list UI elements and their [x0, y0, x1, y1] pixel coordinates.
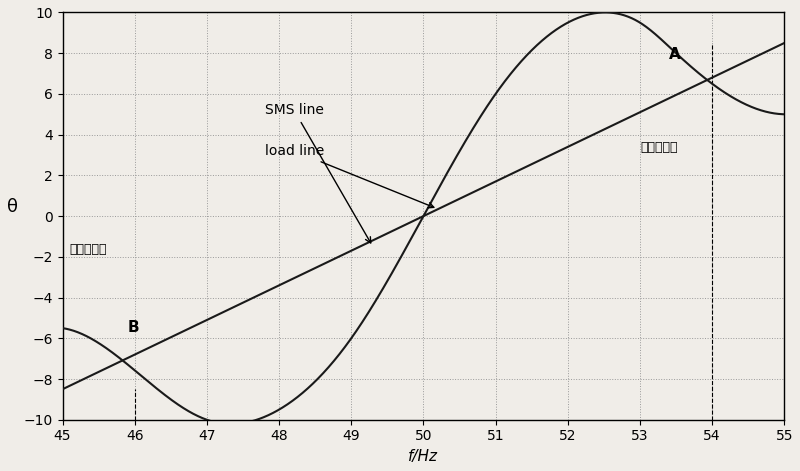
- Text: A: A: [669, 47, 681, 62]
- Text: SMS line: SMS line: [265, 103, 370, 243]
- Text: B: B: [127, 320, 139, 335]
- Text: 平衡工作点: 平衡工作点: [640, 141, 678, 154]
- Y-axis label: θ: θ: [7, 198, 18, 216]
- Text: load line: load line: [265, 144, 434, 208]
- Text: 平衡工作点: 平衡工作点: [70, 243, 107, 256]
- X-axis label: f/Hz: f/Hz: [409, 449, 438, 464]
